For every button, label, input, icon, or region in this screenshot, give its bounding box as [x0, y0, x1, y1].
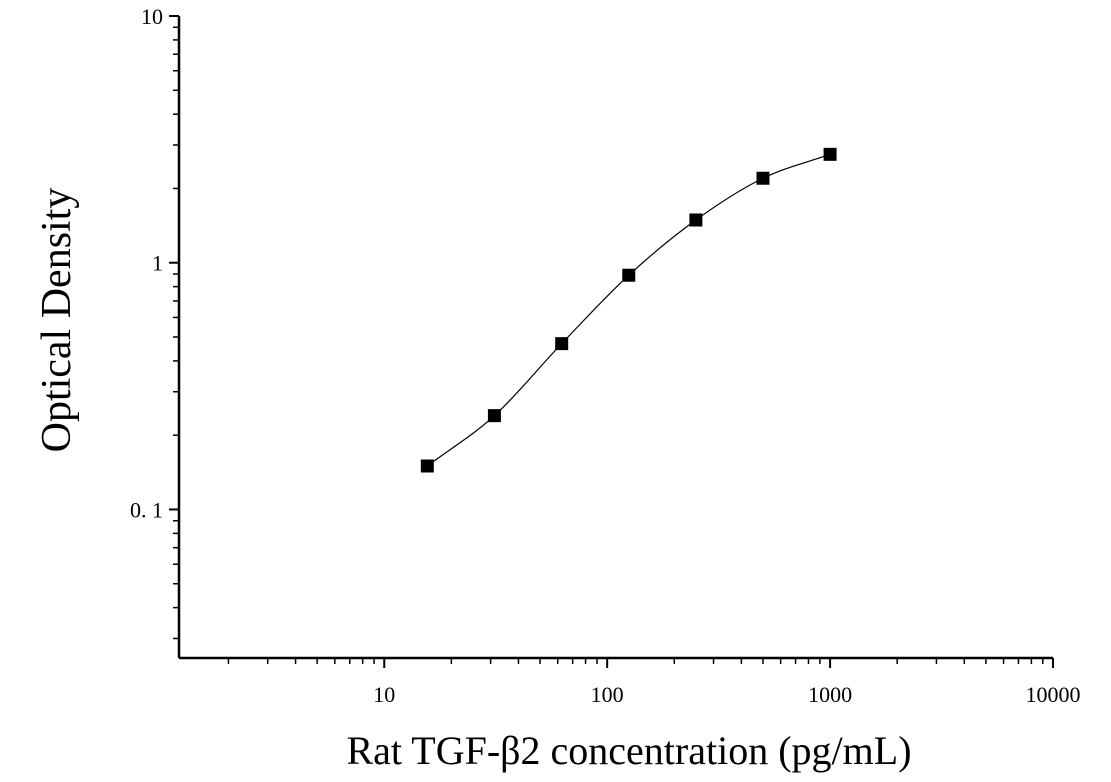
- data-point: [823, 147, 837, 161]
- y-tick-labels: 0. 1 1 10: [130, 4, 163, 522]
- y-tick-label: 0. 1: [130, 497, 163, 522]
- x-tick-label: 1000: [808, 682, 852, 707]
- x-ticks: [227, 658, 1054, 668]
- y-axis-title: Optical Density: [34, 188, 80, 453]
- x-axis-title: Rat TGF-β2 concentration (pg/mL): [346, 728, 911, 773]
- x-tick-label: 100: [591, 682, 624, 707]
- data-points: [420, 147, 837, 473]
- data-point: [622, 268, 636, 282]
- x-tick-labels: 10 100 1000 10000: [373, 682, 1080, 707]
- data-point: [689, 213, 703, 227]
- data-point: [420, 459, 434, 473]
- y-ticks: [169, 15, 179, 640]
- data-point: [555, 337, 569, 351]
- x-tick-label: 10000: [1026, 682, 1081, 707]
- data-point: [487, 409, 501, 423]
- y-tick-label: 1: [152, 251, 163, 276]
- fit-curve: [426, 153, 831, 467]
- data-point: [756, 171, 770, 185]
- x-tick-label: 10: [373, 682, 395, 707]
- axes: [177, 16, 1053, 660]
- y-tick-label: 10: [141, 4, 163, 29]
